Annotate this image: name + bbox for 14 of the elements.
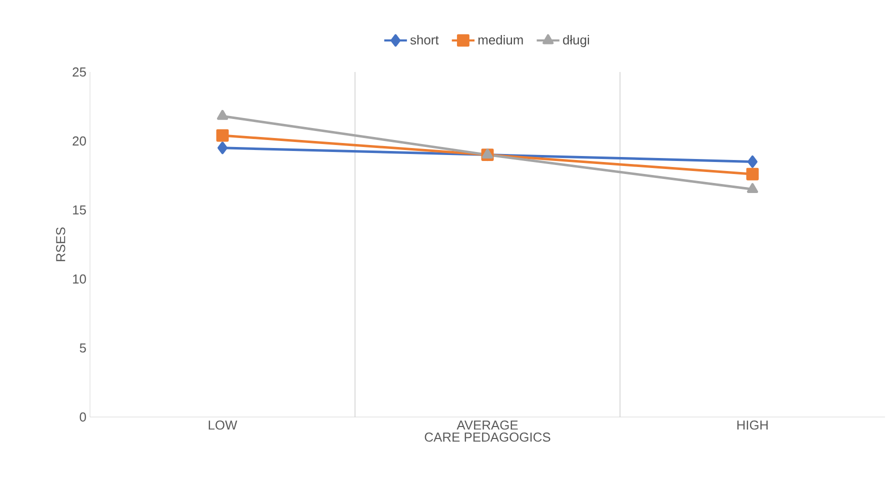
- y-tick-label: 10: [73, 274, 86, 284]
- x-tick-label: AVERAGE: [456, 420, 518, 430]
- y-tick-label: 5: [80, 343, 86, 353]
- x-tick-label: LOW: [208, 420, 238, 430]
- legend-label: medium: [478, 35, 523, 45]
- y-tick-label: 25: [72, 67, 86, 77]
- legend-label: short: [410, 35, 439, 45]
- x-tick-label: HIGH: [737, 420, 768, 430]
- y-tick-label: 20: [72, 136, 86, 146]
- y-tick-label: 15: [73, 205, 86, 215]
- legend-label: długi: [563, 35, 589, 48]
- y-axis-title: RSES: [56, 227, 66, 262]
- y-tick-label: 0: [80, 412, 86, 422]
- x-axis-title: CARE PEDAGOGICS: [424, 432, 550, 442]
